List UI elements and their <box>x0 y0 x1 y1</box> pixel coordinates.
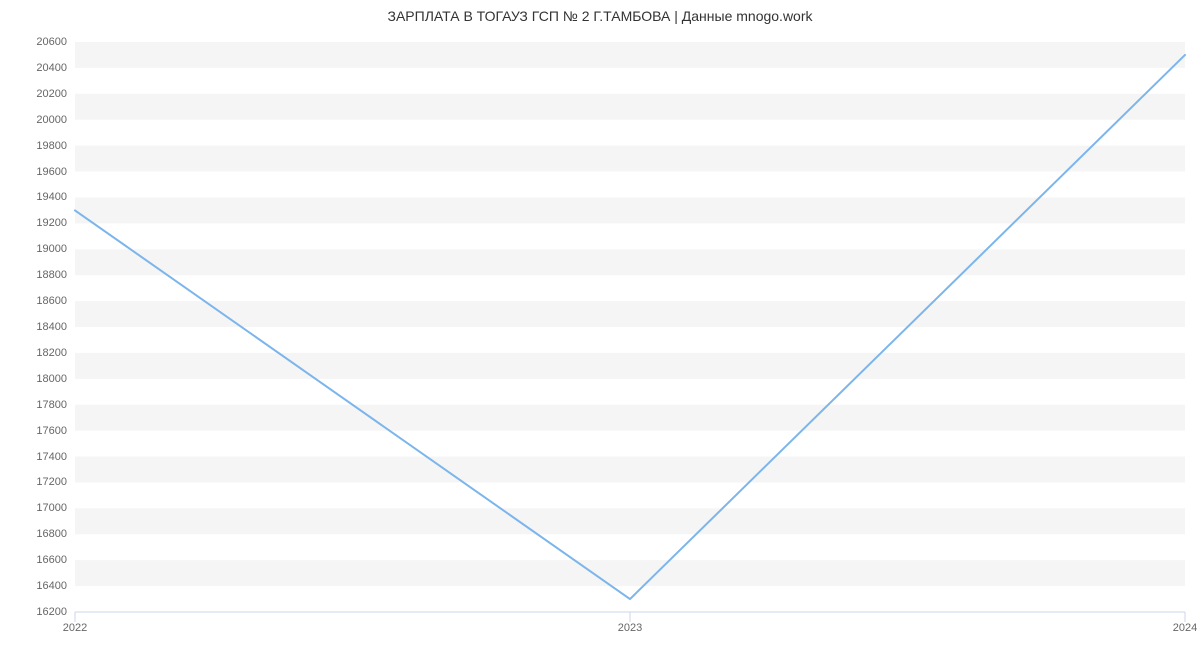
y-tick-label: 17800 <box>36 399 75 411</box>
y-tick-label: 19400 <box>36 191 75 203</box>
y-tick-label: 20400 <box>36 62 75 74</box>
x-tick-label: 2022 <box>63 612 87 634</box>
y-tick-label: 19800 <box>36 140 75 152</box>
x-tick-label: 2023 <box>618 612 642 634</box>
y-tick-label: 20200 <box>36 88 75 100</box>
y-tick-label: 19600 <box>36 166 75 178</box>
plot-area: 1620016400166001680017000172001740017600… <box>75 42 1185 612</box>
y-tick-label: 16600 <box>36 554 75 566</box>
y-tick-label: 20600 <box>36 36 75 48</box>
y-tick-label: 18600 <box>36 295 75 307</box>
y-tick-label: 18000 <box>36 373 75 385</box>
y-tick-label: 17400 <box>36 451 75 463</box>
y-tick-label: 17000 <box>36 502 75 514</box>
chart-title: ЗАРПЛАТА В ТОГАУЗ ГСП № 2 Г.ТАМБОВА | Да… <box>0 8 1200 24</box>
y-tick-label: 19200 <box>36 217 75 229</box>
y-tick-label: 17600 <box>36 425 75 437</box>
y-tick-label: 19000 <box>36 243 75 255</box>
y-tick-label: 18200 <box>36 347 75 359</box>
y-tick-label: 16400 <box>36 580 75 592</box>
y-tick-label: 18400 <box>36 321 75 333</box>
y-tick-label: 16800 <box>36 528 75 540</box>
y-tick-label: 17200 <box>36 476 75 488</box>
salary-chart: ЗАРПЛАТА В ТОГАУЗ ГСП № 2 Г.ТАМБОВА | Да… <box>0 0 1200 650</box>
chart-svg <box>75 42 1185 612</box>
y-tick-label: 18800 <box>36 269 75 281</box>
x-tick-label: 2024 <box>1173 612 1197 634</box>
y-tick-label: 20000 <box>36 114 75 126</box>
